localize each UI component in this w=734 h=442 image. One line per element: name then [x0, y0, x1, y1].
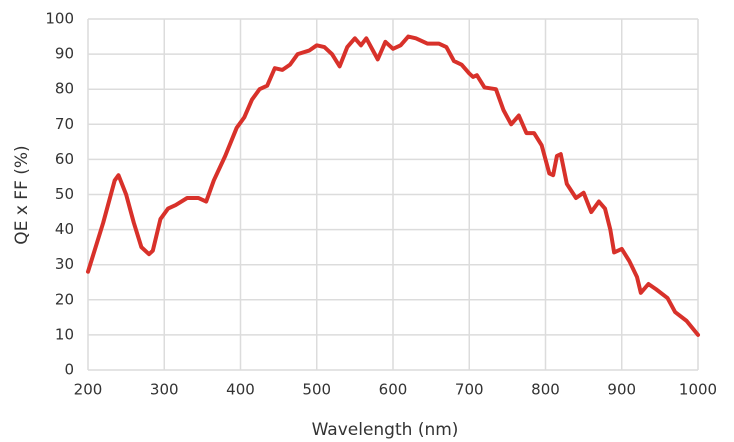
y-tick-label: 90: [55, 45, 74, 63]
data-line: [86, 34, 700, 337]
x-tick-label: 200: [74, 381, 103, 399]
y-tick-label: 60: [55, 150, 74, 168]
y-tick-label: 70: [55, 115, 74, 133]
y-tick-label: 0: [64, 361, 74, 379]
x-tick-label: 300: [150, 381, 179, 399]
y-tick-label: 10: [55, 325, 74, 343]
y-tick-label: 20: [55, 290, 74, 308]
x-tick-label: 500: [302, 381, 331, 399]
y-tick-label: 100: [45, 10, 74, 28]
x-tick-label: 900: [607, 381, 636, 399]
y-tick-label: 50: [55, 185, 74, 203]
y-tick-label: 80: [55, 80, 74, 98]
x-tick-label: 700: [455, 381, 484, 399]
x-tick-label: 800: [531, 381, 560, 399]
y-axis-label: QE x FF (%): [12, 145, 32, 244]
x-axis-label: Wavelength (nm): [312, 420, 459, 440]
y-tick-label: 40: [55, 220, 74, 238]
x-tick-label: 1000: [679, 381, 717, 399]
x-tick-label: 600: [379, 381, 408, 399]
x-tick-label: 400: [226, 381, 255, 399]
y-tick-label: 30: [55, 255, 74, 273]
